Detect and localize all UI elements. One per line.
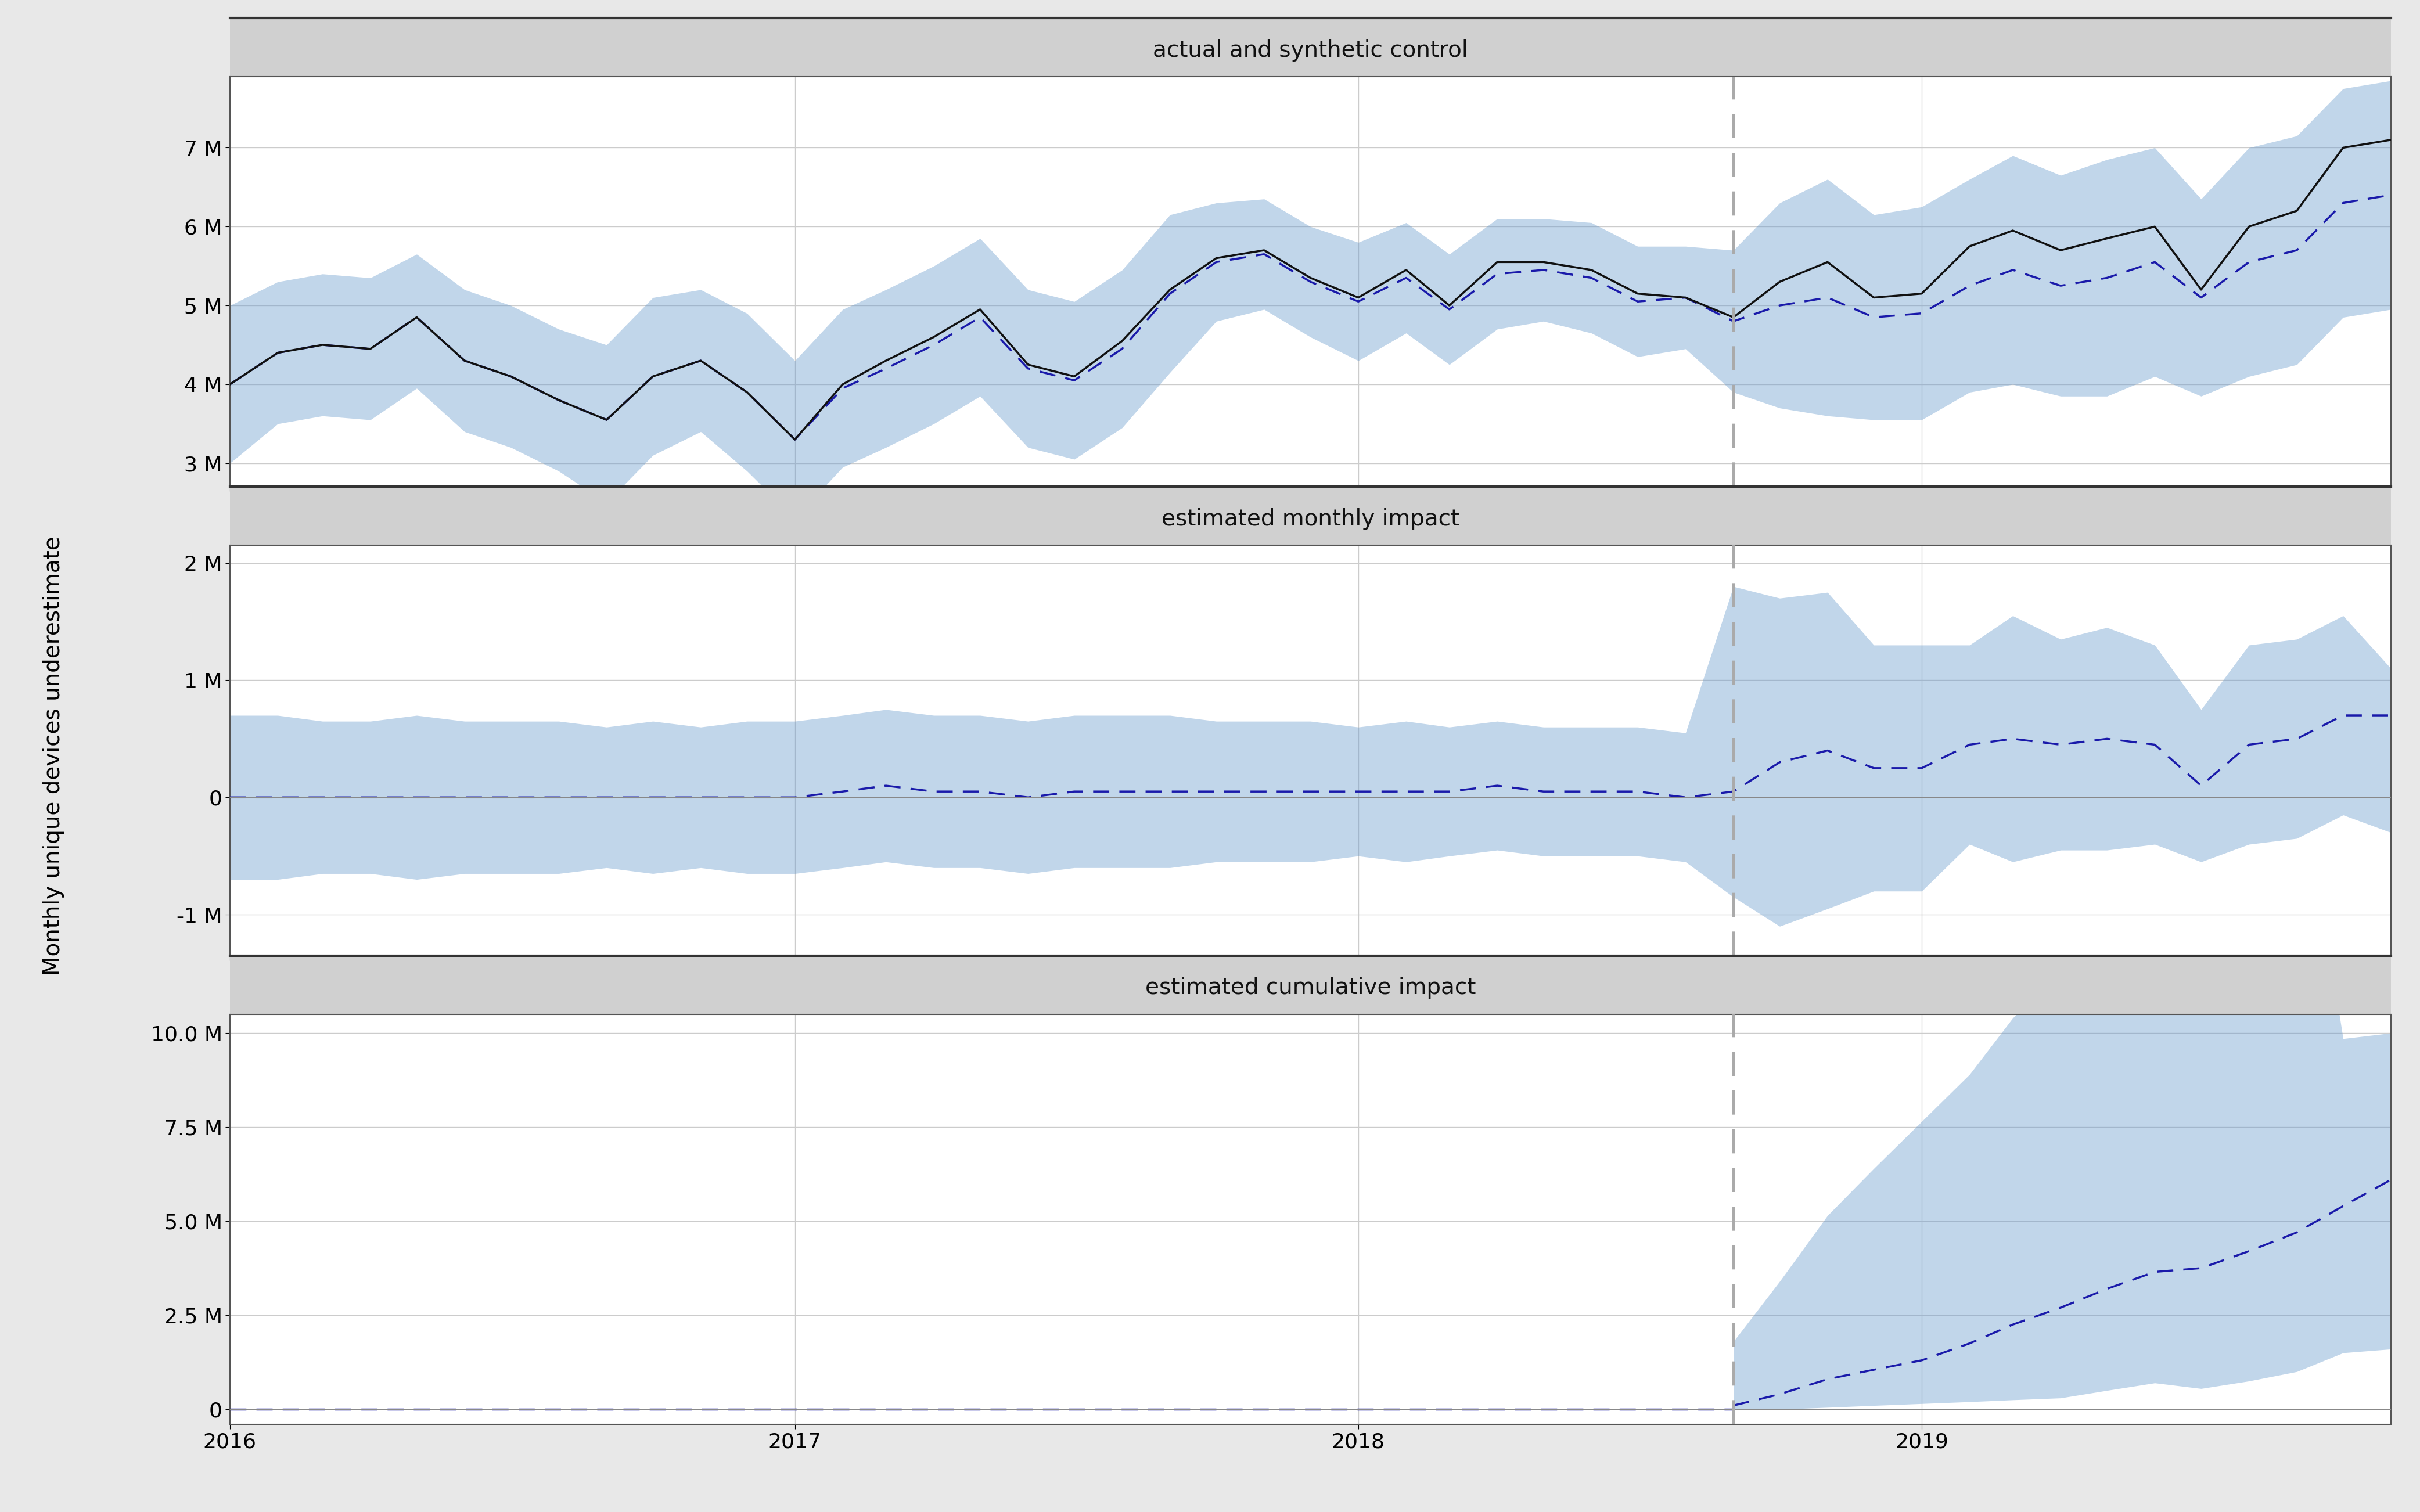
Text: actual and synthetic control: actual and synthetic control	[1152, 39, 1469, 62]
Text: estimated monthly impact: estimated monthly impact	[1162, 508, 1459, 531]
Text: estimated cumulative impact: estimated cumulative impact	[1145, 977, 1476, 999]
Text: Monthly unique devices underestimate: Monthly unique devices underestimate	[41, 537, 65, 975]
